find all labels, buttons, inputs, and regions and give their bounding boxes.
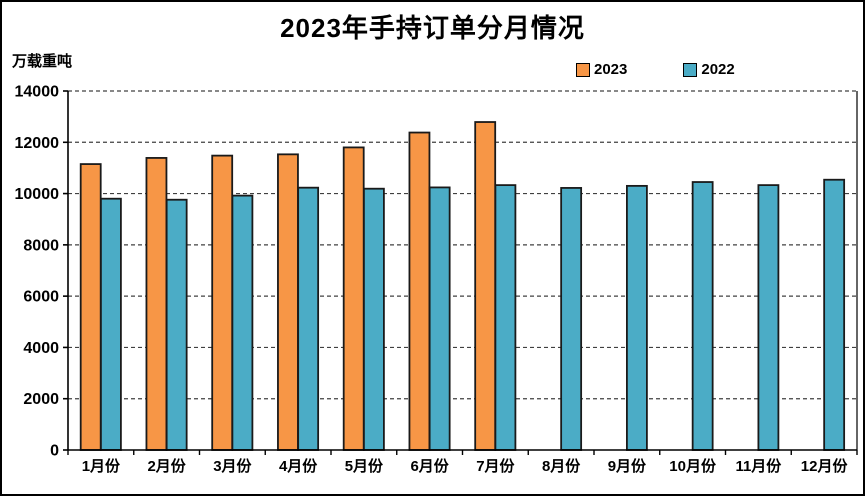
- y-tick-label-6000: 6000: [23, 289, 59, 306]
- legend-swatch-2022-icon: [683, 62, 698, 77]
- y-tick-label-14000: 14000: [15, 84, 60, 101]
- x-label-1月份: 1月份: [82, 457, 121, 475]
- bar-2022-6月份: [428, 186, 451, 451]
- legend-label-2023: 2023: [594, 61, 628, 78]
- bar-2023-6月份: [408, 131, 431, 451]
- bar-2022-4月份: [297, 186, 320, 451]
- x-label-12月份: 12月份: [801, 457, 849, 475]
- chart-title: 2023年手持订单分月情况: [280, 13, 585, 43]
- x-label-5月份: 5月份: [345, 457, 384, 475]
- bar-2022-9月份: [626, 184, 648, 451]
- y-tick-label-2000: 2000: [23, 391, 59, 408]
- y-axis-unit-label: 万载重吨: [12, 53, 73, 70]
- legend-label-2022: 2022: [701, 61, 735, 78]
- legend: 2023 2022: [576, 61, 735, 78]
- x-label-8月份: 8月份: [542, 457, 581, 475]
- x-label-9月份: 9月份: [608, 457, 647, 475]
- bar-2022-7月份: [494, 184, 517, 451]
- bar-2022-1月份: [100, 197, 122, 451]
- y-tick-label-10000: 10000: [15, 186, 60, 203]
- y-tick-label-4000: 4000: [23, 340, 59, 357]
- bar-2022-2月份: [165, 198, 188, 451]
- bar-2022-5月份: [362, 187, 385, 451]
- bar-2023-4月份: [277, 153, 299, 451]
- bar-2022-8月份: [560, 187, 583, 451]
- y-tick-label-12000: 12000: [15, 135, 60, 152]
- legend-item-2022: 2022: [683, 61, 735, 78]
- bar-2022-3月份: [231, 194, 254, 451]
- legend-swatch-2023-icon: [576, 62, 590, 77]
- legend-item-2023: 2023: [576, 61, 627, 78]
- x-label-11月份: 11月份: [735, 457, 782, 475]
- x-label-3月份: 3月份: [213, 457, 252, 475]
- bar-2023-5月份: [342, 146, 365, 451]
- x-label-10月份: 10月份: [669, 457, 717, 475]
- x-label-6月份: 6月份: [410, 457, 449, 475]
- x-label-2月份: 2月份: [147, 457, 186, 475]
- x-label-7月份: 7月份: [476, 457, 515, 475]
- y-tick-label-0: 0: [50, 443, 59, 460]
- x-label-4月份: 4月份: [279, 457, 318, 475]
- bar-2023-1月份: [79, 163, 102, 451]
- bar-2022-10月份: [691, 181, 714, 451]
- bar-2022-12月份: [823, 178, 846, 451]
- y-tick-label-8000: 8000: [23, 237, 59, 254]
- bar-2023-3月份: [211, 154, 234, 451]
- bar-2023-7月份: [474, 121, 497, 451]
- bar-2022-11月份: [757, 184, 780, 451]
- bar-2023-2月份: [145, 157, 168, 451]
